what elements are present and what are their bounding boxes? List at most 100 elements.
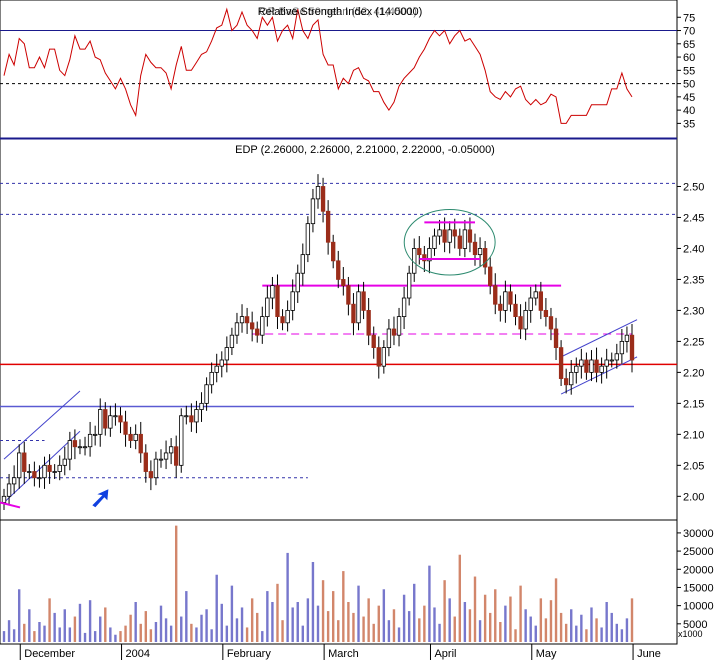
volume-bar <box>48 598 51 642</box>
candle-up <box>229 334 235 348</box>
volume-bar <box>610 612 613 642</box>
candle-up <box>412 248 417 274</box>
volume-bar <box>159 605 163 642</box>
rsi-tick-label: 60 <box>683 52 695 64</box>
candle-up <box>98 409 103 435</box>
volume-bar <box>149 629 153 642</box>
trendline-stub <box>0 501 21 509</box>
price-tick-label: 2.45 <box>683 212 704 224</box>
volume-bar <box>418 618 421 642</box>
volume-bar <box>12 629 16 642</box>
volume-bar <box>453 616 456 642</box>
candle-up <box>57 464 62 472</box>
candle-down <box>361 291 366 311</box>
volume-bar <box>468 609 472 642</box>
volume-bar <box>83 632 87 642</box>
volume-bar <box>301 625 305 642</box>
candle-up <box>270 285 275 299</box>
candle-down <box>508 291 513 305</box>
candle-up <box>260 316 265 336</box>
volume-bar <box>78 603 82 642</box>
candle-up <box>569 371 574 386</box>
x-tick-label: 2004 <box>126 648 150 660</box>
volume-bar <box>402 594 406 642</box>
candle-down <box>346 285 351 305</box>
candle-down <box>594 359 599 373</box>
candle-up <box>396 316 402 336</box>
price-tick-label: 2.25 <box>683 336 704 348</box>
volume-bar <box>114 634 117 642</box>
volume-bar <box>590 607 593 642</box>
volume-bar <box>367 598 370 642</box>
candle-up <box>17 452 22 479</box>
volume-bar <box>261 631 264 642</box>
candle-down <box>128 433 133 441</box>
rsi-panel-frame <box>0 0 678 139</box>
volume-bar <box>595 618 598 642</box>
candle-down <box>103 409 108 429</box>
candle-down <box>366 310 371 336</box>
candle-down <box>32 471 37 479</box>
price-tick-label: 2.05 <box>683 460 704 472</box>
volume-bar <box>240 607 244 642</box>
trend-channel-lower-0 <box>3 430 81 503</box>
volume-bar <box>7 620 11 642</box>
candle-down <box>467 229 473 243</box>
volume-bar <box>43 625 46 642</box>
volume-bar <box>397 627 401 642</box>
price-panel: EDP (2.26000, 2.26000, 2.21000, 2.22000,… <box>0 137 704 521</box>
volume-bar <box>605 602 608 642</box>
volume-bar <box>225 625 229 642</box>
candle-down <box>488 266 493 287</box>
candle-down <box>548 316 554 330</box>
candle-up <box>194 409 199 423</box>
volume-bar <box>529 616 532 642</box>
volume-bar <box>281 620 284 642</box>
candle-up <box>624 334 630 342</box>
volume-bar <box>519 585 522 642</box>
candle-down <box>391 328 397 336</box>
volume-bar <box>413 583 416 642</box>
candle-up <box>239 316 245 324</box>
volume-bar <box>109 627 112 642</box>
volume-bar <box>73 616 77 642</box>
rsi-tick-label: 45 <box>683 92 695 104</box>
candle-up <box>432 235 437 249</box>
candle-up <box>614 353 619 361</box>
candle-down <box>376 347 381 367</box>
rsi-title-overlay: OR BaSe 50mean (52, 41,4501) <box>259 6 417 18</box>
volume-bar <box>549 600 553 642</box>
volume-bar <box>387 620 391 642</box>
candle-up <box>447 229 452 243</box>
blue-arrow-icon <box>92 489 109 508</box>
volume-bar <box>372 623 375 642</box>
volume-bar <box>463 602 467 642</box>
volume-bar <box>352 612 355 642</box>
candle-down <box>629 334 635 361</box>
volume-bar <box>296 602 299 642</box>
x-tick-label: February <box>227 648 272 660</box>
candle-up <box>108 415 113 429</box>
volume-bar <box>53 612 56 642</box>
volume-bar <box>200 614 203 642</box>
candle-up <box>579 359 584 367</box>
candle-up <box>184 415 189 418</box>
volume-bar <box>119 631 122 642</box>
x-tick-label: May <box>536 648 557 660</box>
volume-bar <box>271 602 274 642</box>
volume-bar <box>331 591 335 642</box>
candle-up <box>67 440 73 460</box>
candle-up <box>133 433 138 441</box>
volume-bar <box>488 612 492 642</box>
candle-down <box>341 279 346 287</box>
price-tick-label: 2.50 <box>683 181 704 193</box>
candle-up <box>386 328 392 348</box>
volume-bar <box>337 620 340 642</box>
volume-bar <box>392 609 396 642</box>
candle-up <box>62 458 67 466</box>
candle-down <box>255 328 260 336</box>
volume-bar <box>235 618 239 642</box>
candle-up <box>52 471 57 473</box>
volume-bar <box>600 627 603 642</box>
rsi-tick-label: 65 <box>683 39 695 51</box>
